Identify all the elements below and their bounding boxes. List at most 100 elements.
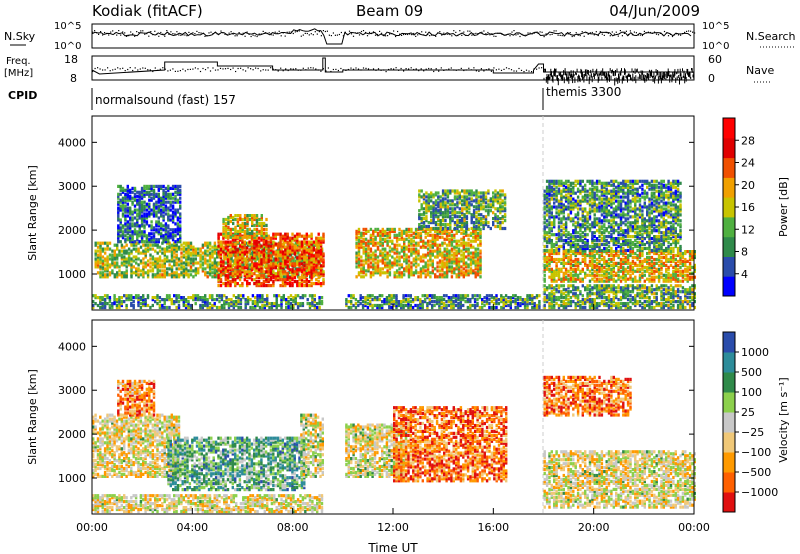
power-cell	[121, 206, 125, 210]
power-cell	[460, 273, 463, 277]
power-cell	[149, 253, 152, 257]
power-cell	[187, 275, 190, 279]
power-cell	[457, 247, 461, 251]
nsearch-dot	[637, 34, 639, 36]
power-cell	[405, 245, 408, 249]
nave-dot	[561, 75, 563, 81]
power-cell	[253, 235, 256, 239]
nave-dot	[545, 77, 547, 83]
power-cell	[397, 303, 400, 308]
nsearch-dot	[254, 35, 256, 37]
power-cell	[157, 208, 160, 212]
power-cell	[142, 275, 145, 279]
power-cell	[437, 217, 440, 221]
power-cell	[167, 206, 170, 210]
power-cell	[461, 209, 464, 213]
power-cell	[405, 259, 408, 263]
power-cell	[133, 210, 137, 214]
power-cell	[312, 282, 316, 286]
power-cell	[262, 256, 266, 260]
power-cell	[125, 305, 128, 310]
nave-dot	[635, 75, 637, 84]
power-cell	[412, 247, 415, 251]
power-cell	[357, 263, 361, 267]
power-cell	[312, 240, 316, 244]
power-cell	[201, 296, 204, 300]
power-cell	[281, 266, 285, 270]
power-cell	[407, 263, 411, 267]
power-cell	[414, 233, 418, 237]
nsearch-dot	[449, 33, 451, 36]
power-cell	[149, 243, 152, 247]
power-cell	[206, 300, 209, 304]
power-cell	[274, 234, 277, 238]
power-cell	[388, 245, 392, 249]
power-cell	[388, 239, 392, 243]
power-cell	[500, 296, 503, 300]
power-cell	[398, 251, 401, 255]
power-cell	[436, 247, 439, 251]
power-cell	[201, 298, 204, 302]
power-cell	[479, 257, 482, 261]
nave-dot	[651, 69, 653, 77]
power-cell	[250, 260, 254, 264]
power-cell	[177, 245, 181, 249]
power-cell	[182, 265, 186, 269]
power-cell	[502, 303, 505, 308]
power-cell	[226, 274, 230, 278]
power-cell	[434, 199, 438, 203]
power-cell	[229, 219, 232, 224]
power-cell	[168, 296, 171, 300]
power-cell	[303, 280, 306, 284]
power-cell	[149, 257, 152, 261]
power-cell	[258, 223, 261, 227]
power-cell	[121, 196, 125, 200]
power-cell	[431, 241, 434, 245]
power-cell	[362, 231, 365, 235]
power-cell	[357, 265, 361, 269]
power-cell	[187, 257, 190, 261]
power-cell	[163, 249, 166, 253]
power-cell	[322, 272, 325, 276]
power-cell	[129, 238, 132, 242]
power-cell	[139, 261, 143, 265]
power-cell	[364, 296, 367, 300]
power-cell	[355, 255, 358, 259]
power-cell	[241, 221, 244, 226]
power-cell	[125, 294, 128, 298]
power-cell	[465, 261, 468, 265]
power-cell	[322, 238, 325, 242]
power-cell	[467, 253, 470, 257]
nave-dot	[680, 73, 682, 80]
power-cell	[372, 259, 375, 263]
power-cell	[445, 257, 449, 261]
power-cell	[130, 257, 133, 261]
nsearch-dot	[523, 34, 525, 36]
power-cell	[381, 253, 384, 257]
power-cell	[145, 192, 149, 196]
power-cell	[457, 303, 460, 308]
power-cell	[219, 274, 223, 278]
nave-dot	[661, 72, 663, 80]
power-cell	[364, 298, 367, 302]
power-cell	[125, 265, 128, 269]
power-cell	[170, 257, 174, 261]
power-cell	[301, 302, 305, 306]
power-cell	[444, 223, 447, 227]
power-cell	[116, 255, 119, 259]
power-cell	[421, 303, 424, 308]
power-cell	[170, 251, 174, 255]
power-cell	[286, 264, 289, 268]
power-cell	[120, 249, 124, 253]
power-cell	[176, 200, 180, 204]
power-cell	[359, 294, 362, 298]
power-cell	[436, 269, 439, 273]
power-cell	[514, 294, 517, 298]
power-cell	[267, 260, 270, 264]
nsearch-dot	[419, 32, 421, 35]
power-cell	[236, 272, 239, 276]
power-cell	[424, 265, 427, 269]
nsearch-dot	[557, 34, 559, 36]
power-cell	[150, 186, 153, 190]
power-cell	[108, 273, 112, 277]
